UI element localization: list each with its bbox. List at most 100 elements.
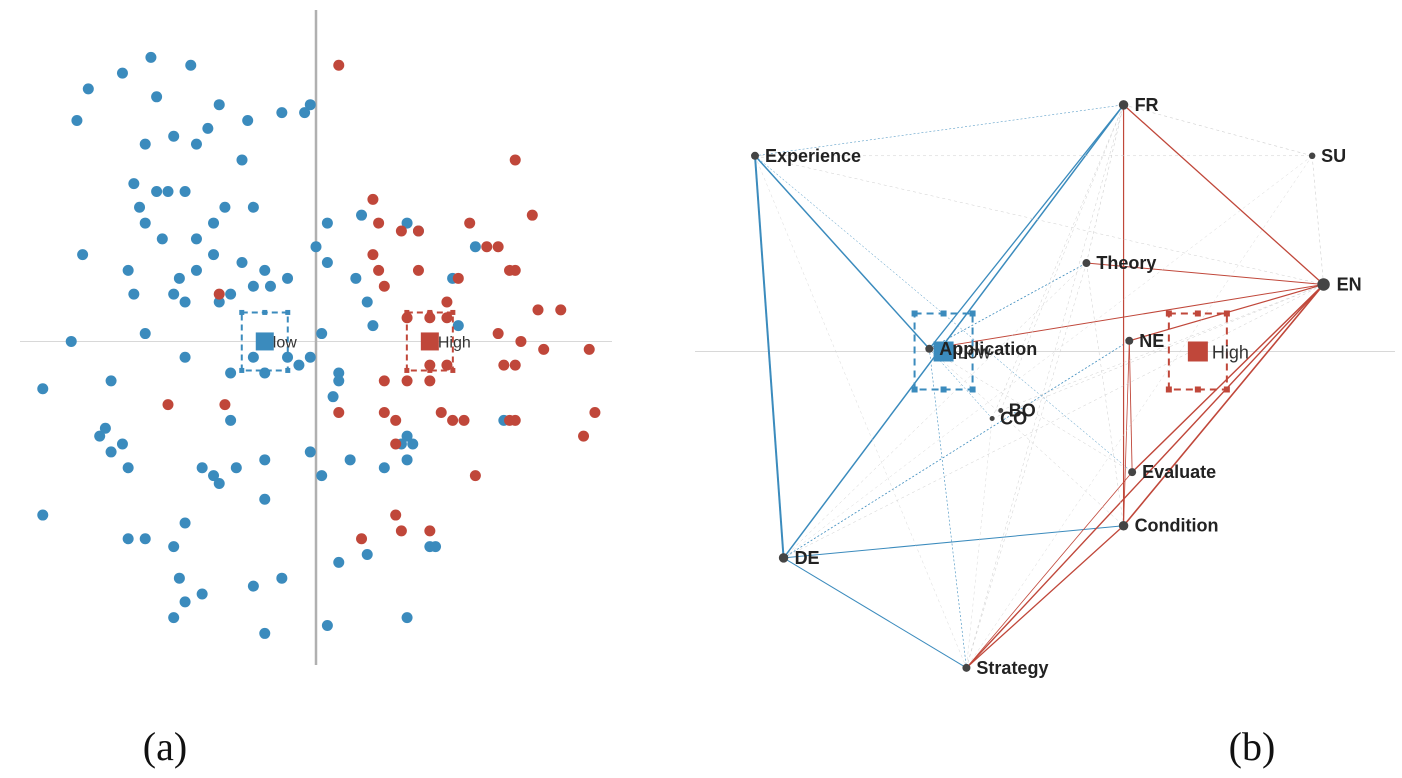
scatter-point-low <box>82 83 94 95</box>
node-BO <box>998 407 1004 413</box>
scatter-point-low <box>168 541 180 553</box>
edge-Application-Strategy <box>928 348 967 668</box>
edge-DE-Strategy <box>783 557 967 669</box>
interval-marker <box>1165 310 1172 317</box>
scatter-point-low <box>190 233 202 245</box>
scatter-point-low <box>213 99 225 111</box>
scatter-point-high <box>412 225 424 237</box>
scatter-point-high <box>424 359 436 371</box>
scatter-point-low <box>168 130 180 142</box>
scatter-point-low <box>179 517 191 529</box>
scatter-point-low <box>401 217 413 229</box>
scatter-point-low <box>350 272 362 284</box>
edge-BO-FR <box>1000 104 1124 411</box>
scatter-point-low <box>333 375 345 387</box>
scatter-point-low <box>225 414 237 426</box>
node-Condition <box>1118 520 1129 531</box>
scatter-point-high <box>435 406 447 418</box>
edge-Strategy-Evaluate <box>966 471 1133 669</box>
scatter-point-low <box>344 454 356 466</box>
scatter-point-high <box>395 225 407 237</box>
scatter-point-low <box>145 51 157 63</box>
scatter-point-low <box>378 462 390 474</box>
scatter-point-low <box>190 264 202 276</box>
scatter-point-low <box>151 91 163 103</box>
scatter-point-low <box>173 272 185 284</box>
scatter-point-high <box>515 335 527 347</box>
node-NE <box>1125 336 1134 345</box>
panel-a-scatter: low High <box>20 10 612 665</box>
node-label-SU: SU <box>1321 146 1346 166</box>
scatter-point-high <box>464 217 476 229</box>
interval-marker <box>969 386 976 393</box>
scatter-point-low <box>196 588 208 600</box>
interval-marker <box>404 309 410 315</box>
scatter-point-low <box>304 446 316 458</box>
scatter-point-low <box>156 233 168 245</box>
scatter-point-low <box>333 556 345 568</box>
panel-a-caption: (a) <box>143 724 187 769</box>
scatter-point-low <box>282 272 294 284</box>
edge-Experience-DE <box>754 155 785 558</box>
edge-Condition-EN <box>1122 283 1325 527</box>
edge-BO-EN <box>1000 284 1324 411</box>
edge-SU-EN <box>1311 155 1324 285</box>
scatter-point-low <box>179 296 191 308</box>
edge-SU-Strategy <box>966 155 1313 668</box>
scatter-point-low <box>299 107 311 119</box>
scatter-point-high <box>555 304 567 316</box>
scatter-point-low <box>401 612 413 624</box>
interval-marker <box>450 367 456 373</box>
centroid-label-low: low <box>273 334 297 351</box>
scatter-point-low <box>213 296 225 308</box>
scatter-point-high <box>498 359 510 371</box>
scatter-point-low <box>168 612 180 624</box>
node-label-EN: EN <box>1337 274 1362 294</box>
edge-Theory-Condition <box>1086 262 1124 526</box>
node-Strategy <box>962 663 971 672</box>
scatter-point-high <box>219 399 231 411</box>
scatter-point-high <box>378 406 390 418</box>
scatter-point-low <box>37 509 49 521</box>
scatter-point-high <box>492 328 504 340</box>
interval-marker <box>1194 386 1201 393</box>
scatter-point-high <box>504 264 516 276</box>
scatter-point-low <box>356 209 368 221</box>
edge-Experience-Strategy <box>754 155 967 668</box>
scatter-point-low <box>247 580 259 592</box>
scatter-point-low <box>168 288 180 300</box>
scatter-point-low <box>469 241 481 253</box>
scatter-point-high <box>469 470 481 482</box>
scatter-point-low <box>225 367 237 379</box>
scatter-point-low <box>208 249 220 261</box>
scatter-point-high <box>378 375 390 387</box>
interval-marker <box>450 309 456 315</box>
scatter-point-high <box>509 359 521 371</box>
scatter-point-low <box>37 383 49 395</box>
scatter-point-low <box>321 620 333 632</box>
scatter-point-high <box>395 525 407 537</box>
scatter-point-high <box>333 59 345 71</box>
scatter-point-high <box>509 414 521 426</box>
scatter-point-low <box>139 328 151 340</box>
scatter-point-high <box>532 304 544 316</box>
panel-a-centroids: low High <box>239 309 471 373</box>
interval-marker <box>911 310 918 317</box>
edge-Strategy-EN <box>965 283 1325 669</box>
scatter-point-low <box>407 438 419 450</box>
scatter-point-high <box>589 406 601 418</box>
scatter-point-low <box>242 114 254 126</box>
scatter-point-low <box>128 288 140 300</box>
scatter-point-low <box>208 470 220 482</box>
edge-NE-Condition <box>1123 340 1130 526</box>
interval-marker <box>969 310 976 317</box>
scatter-point-low <box>65 335 77 347</box>
scatter-point-high <box>526 209 538 221</box>
scatter-point-low <box>247 351 259 363</box>
node-CO <box>989 416 995 422</box>
scatter-point-low <box>71 114 83 126</box>
panel-b-caption: (b) <box>1229 724 1276 769</box>
edge-DE-NE <box>783 340 1130 559</box>
scatter-point-low <box>361 296 373 308</box>
